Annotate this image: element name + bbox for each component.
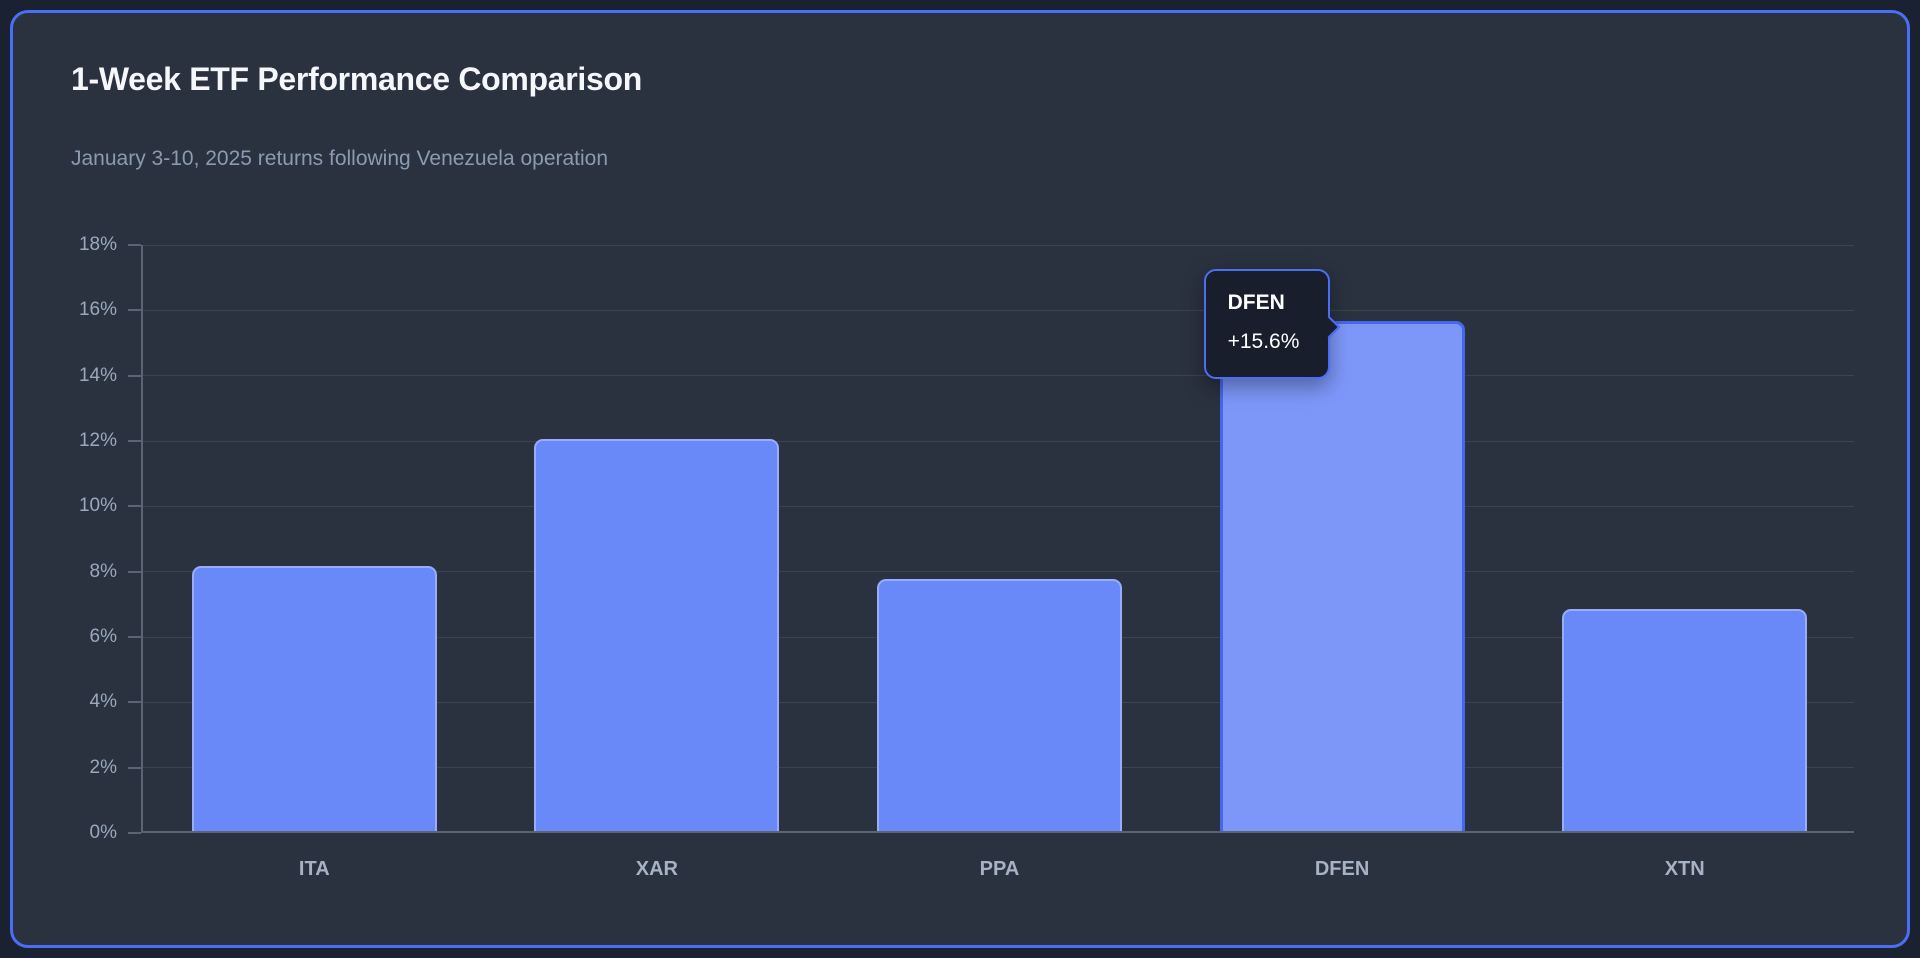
gridline bbox=[143, 244, 1854, 246]
y-axis-tick-label: 4% bbox=[89, 691, 117, 713]
chart-subtitle: January 3-10, 2025 returns following Ven… bbox=[71, 147, 609, 170]
bar-ITA[interactable] bbox=[191, 566, 437, 831]
y-axis-tick-mark bbox=[128, 766, 141, 769]
etf-performance-card: 1-Week ETF Performance Comparison Januar… bbox=[10, 10, 1910, 948]
x-axis-tick-label-PPA: PPA bbox=[979, 858, 1020, 880]
bar-XAR[interactable] bbox=[534, 439, 780, 831]
y-axis-tick-mark bbox=[128, 309, 141, 312]
y-axis-tick-label: 8% bbox=[89, 560, 117, 582]
y-axis-tick-mark bbox=[128, 440, 141, 442]
y-axis-tick-mark bbox=[128, 374, 141, 377]
bar-DFEN[interactable] bbox=[1219, 321, 1465, 831]
x-axis-tick-label-DFEN: DFEN bbox=[1314, 858, 1370, 880]
gridline bbox=[143, 571, 1854, 573]
x-axis-tick-label-XAR: XAR bbox=[635, 858, 678, 880]
y-axis-tick-mark bbox=[128, 636, 141, 638]
y-axis-tick-label: 16% bbox=[78, 299, 117, 321]
y-axis-tick-label: 6% bbox=[89, 626, 117, 647]
y-axis-tick-mark bbox=[128, 832, 141, 834]
y-axis-tick-label: 10% bbox=[78, 495, 117, 517]
y-axis-tick-mark bbox=[128, 701, 141, 704]
bar-PPA[interactable] bbox=[877, 579, 1122, 831]
x-axis-tick-label-XTN: XTN bbox=[1664, 858, 1705, 880]
y-axis-tick-label: 0% bbox=[89, 822, 117, 843]
gridline bbox=[143, 375, 1854, 377]
y-axis-tick-mark bbox=[128, 570, 141, 573]
gridline bbox=[143, 440, 1854, 442]
y-axis-tick-mark bbox=[128, 505, 141, 508]
bar-XTN[interactable] bbox=[1562, 609, 1808, 831]
tooltip: DFEN +15.6% bbox=[1203, 269, 1340, 380]
gridline bbox=[143, 505, 1854, 507]
chart-title: 1-Week ETF Performance Comparison bbox=[71, 61, 643, 97]
bar-chart-plot-area: 0% 2% 4% 6% 8% 10% 12% 14% 16% 18% ITA XAR PPA DFEN XT… bbox=[79, 234, 1854, 880]
tooltip-value: +15.6% bbox=[1227, 330, 1300, 354]
tooltip-title: DFEN bbox=[1227, 291, 1285, 315]
y-axis-tick-label: 18% bbox=[78, 234, 117, 255]
y-axis-tick-label: 14% bbox=[78, 364, 117, 386]
y-axis-tick-mark bbox=[128, 244, 141, 246]
y-axis-tick-label: 12% bbox=[78, 430, 117, 451]
x-axis-tick-label-ITA: ITA bbox=[298, 858, 330, 880]
gridline bbox=[143, 309, 1854, 311]
y-axis-tick-label: 2% bbox=[89, 756, 117, 778]
